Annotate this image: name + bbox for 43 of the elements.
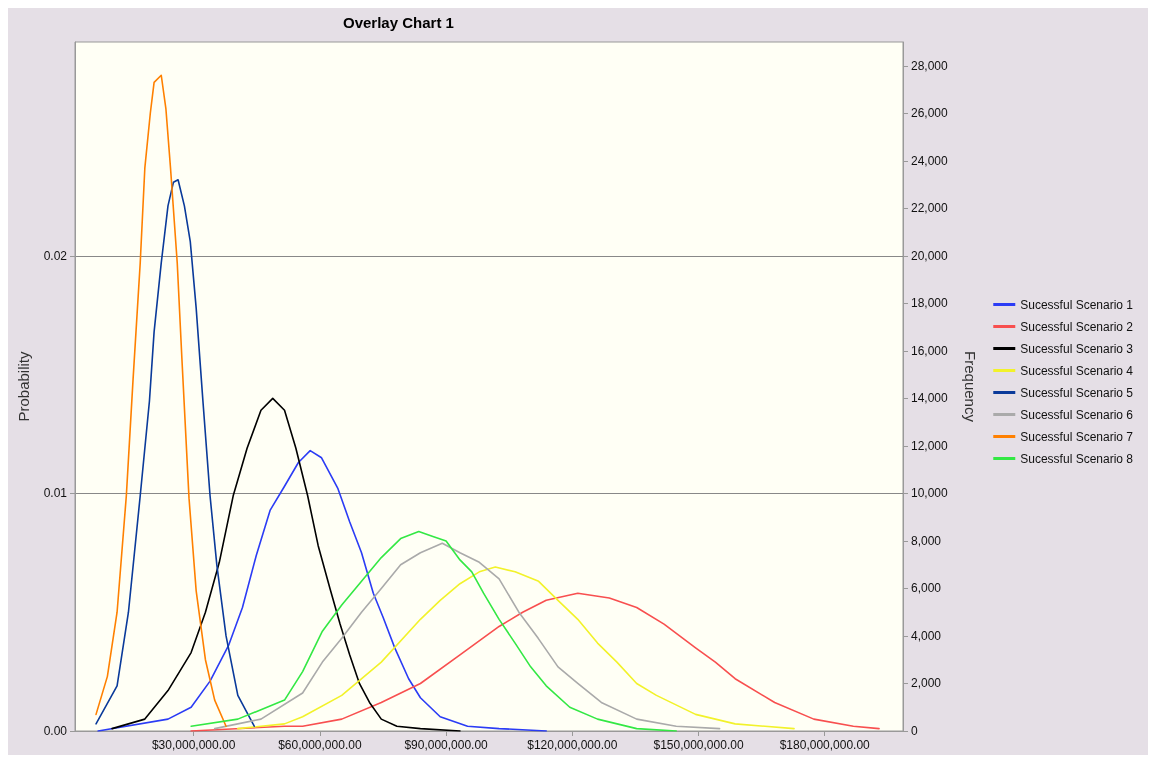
legend-label: Sucessful Scenario 3 [1020, 341, 1134, 356]
y-axis-title: Probability [15, 350, 32, 422]
x-tick-label: $60,000,000.00 [278, 738, 362, 752]
y2-tick-label: 28,000 [911, 58, 949, 73]
y2-tick-label: 26,000 [911, 106, 949, 121]
line-series [95, 74, 227, 728]
y-tick-label: 0.00 [43, 724, 68, 738]
line-series [190, 530, 678, 732]
y2-tick-label: 22,000 [911, 201, 949, 216]
legend-label: Sucessful Scenario 4 [1020, 363, 1134, 378]
x-tick-label: $150,000,000.00 [653, 738, 744, 752]
y2-tick-label: 2,000 [911, 676, 942, 691]
y2-tick-label: 20,000 [911, 248, 949, 263]
y2-tick-label: 24,000 [911, 153, 949, 168]
x-tick-label: $90,000,000.00 [404, 738, 489, 752]
chart-title: Overlay Chart 1 [343, 14, 454, 31]
x-tick-label: $180,000,000.00 [779, 738, 871, 752]
y-tick-label: 0.02 [43, 248, 68, 263]
x-tick-label: $120,000,000.00 [527, 738, 618, 752]
y2-tick-label: 0 [911, 724, 918, 738]
legend-label: Sucessful Scenario 7 [1020, 429, 1134, 444]
line-series [95, 179, 256, 728]
y2-tick-label: 4,000 [911, 628, 942, 643]
legend-label: Sucessful Scenario 2 [1020, 319, 1134, 334]
x-tick-label: $30,000,000.00 [151, 738, 236, 752]
legend-label: Sucessful Scenario 1 [1020, 297, 1134, 312]
legend-label: Sucessful Scenario 8 [1020, 451, 1134, 466]
line-series [111, 397, 461, 732]
line-series [213, 542, 721, 730]
line-series [97, 449, 548, 732]
y2-tick-label: 14,000 [911, 391, 949, 406]
line-series [237, 566, 795, 730]
legend-label: Sucessful Scenario 5 [1020, 385, 1134, 400]
line-series [190, 592, 880, 732]
y2-tick-label: 18,000 [911, 296, 949, 311]
y-tick-label: 0.01 [43, 486, 68, 501]
legend-label: Sucessful Scenario 6 [1020, 407, 1134, 422]
y2-tick-label: 16,000 [911, 343, 949, 358]
y2-tick-label: 12,000 [911, 438, 949, 453]
y2-tick-label: 8,000 [911, 533, 942, 548]
y2-tick-label: 10,000 [911, 486, 949, 501]
y2-tick-label: 6,000 [911, 581, 942, 596]
y2-axis-title: Frequency [962, 351, 979, 423]
